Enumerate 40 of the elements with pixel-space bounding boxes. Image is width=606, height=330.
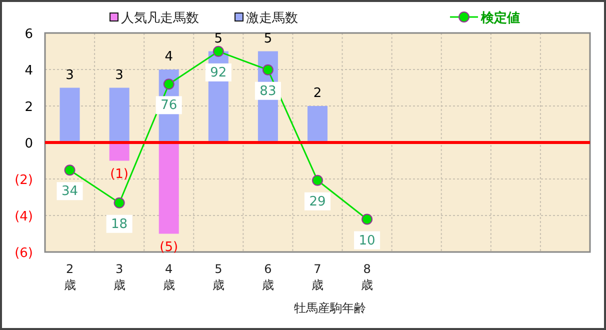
point bbox=[163, 78, 174, 90]
data-label: 18 bbox=[111, 216, 128, 232]
data-label: 92 bbox=[210, 65, 227, 80]
x-tick-label: 4歳 bbox=[162, 262, 175, 292]
y-tick-label: 4 bbox=[24, 64, 33, 78]
data-label: 83 bbox=[260, 84, 276, 99]
data-label: 10 bbox=[358, 233, 376, 248]
x-tick-label: 2歳 bbox=[64, 262, 76, 292]
x-tick-label: 3歳 bbox=[113, 262, 126, 292]
data-label: 5 bbox=[264, 31, 272, 46]
data-label: 34 bbox=[62, 184, 78, 200]
y-tick-label: 6 bbox=[24, 27, 33, 42]
data-label: 3 bbox=[115, 68, 124, 83]
y-tick-label: (2) bbox=[14, 173, 33, 188]
y-tick-label: (4) bbox=[14, 210, 33, 224]
data-label: 4 bbox=[164, 50, 174, 64]
data-label: 29 bbox=[309, 194, 326, 210]
legend-label: 激走馬数 bbox=[246, 11, 298, 26]
data-label: (5) bbox=[160, 240, 178, 255]
data-label: 5 bbox=[214, 31, 223, 46]
x-tick-label: 7歳 bbox=[312, 262, 324, 292]
data-label: 2 bbox=[313, 86, 322, 101]
x-tick-label: 5歳 bbox=[212, 262, 224, 292]
y-tick-label: (6) bbox=[14, 246, 33, 261]
legend-label: 検定値 bbox=[480, 10, 520, 26]
x-tick-label: 6歳 bbox=[262, 262, 274, 292]
y-tick-label: 0 bbox=[24, 136, 33, 152]
point bbox=[362, 214, 373, 225]
legend-label: 人気凡走馬数 bbox=[121, 11, 199, 26]
point bbox=[312, 174, 323, 186]
data-label: 3 bbox=[66, 68, 74, 83]
point bbox=[114, 197, 125, 208]
x-tick-label: 8歳 bbox=[361, 262, 374, 292]
point bbox=[64, 164, 76, 176]
x-axis-title: 牡馬産駒年齢 bbox=[294, 301, 366, 315]
data-label: 76 bbox=[160, 98, 178, 114]
point bbox=[212, 46, 224, 57]
data-label: (1) bbox=[110, 166, 129, 182]
point bbox=[262, 64, 274, 76]
y-tick-label: 2 bbox=[24, 100, 33, 115]
